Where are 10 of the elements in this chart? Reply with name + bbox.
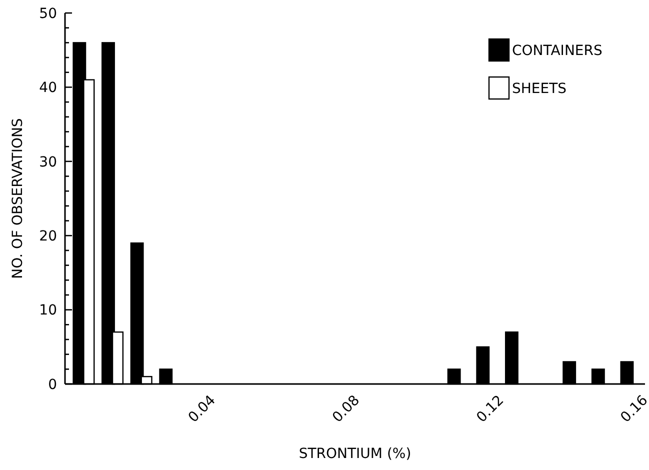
y-tick-label: 30 bbox=[39, 154, 57, 170]
y-tick-label: 20 bbox=[39, 228, 57, 244]
legend-label: SHEETS bbox=[512, 80, 567, 97]
y-axis-title: NO. OF OBSERVATIONS bbox=[10, 118, 26, 279]
y-tick-label: 50 bbox=[39, 6, 57, 22]
y-tick-label: 0 bbox=[48, 376, 57, 393]
y-tick-label: 40 bbox=[39, 80, 57, 96]
y-tick-label: 10 bbox=[39, 302, 57, 319]
x-axis-title: STRONTIUM (%) bbox=[298, 446, 412, 462]
legend-label: CONTAINERS bbox=[512, 42, 602, 59]
